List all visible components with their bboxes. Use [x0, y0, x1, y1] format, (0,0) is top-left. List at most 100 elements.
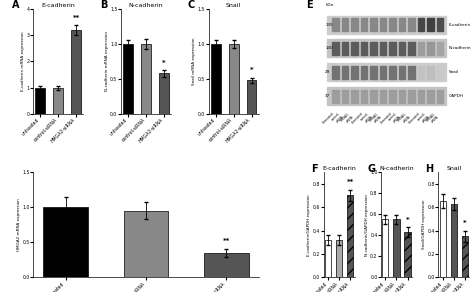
Bar — [351, 18, 358, 31]
Bar — [462, 237, 468, 277]
Text: HMGA2-
siRNA: HMGA2- siRNA — [426, 111, 440, 126]
Bar — [428, 42, 434, 55]
Text: H: H — [425, 164, 433, 174]
Bar — [342, 66, 348, 79]
Text: HMGA2-
siRNA: HMGA2- siRNA — [397, 111, 411, 126]
Bar — [451, 204, 457, 277]
Title: Snail: Snail — [226, 3, 241, 8]
Title: E-cadherin: E-cadherin — [322, 166, 356, 171]
Bar — [44, 207, 88, 277]
Bar — [399, 90, 405, 103]
Bar — [383, 220, 389, 277]
Text: **: ** — [223, 238, 230, 244]
Y-axis label: E-cadherin mRNA expression: E-cadherin mRNA expression — [21, 32, 25, 91]
Bar — [418, 42, 424, 55]
Bar — [342, 90, 348, 103]
Text: F: F — [311, 164, 317, 174]
Bar — [123, 44, 133, 114]
Bar — [204, 253, 248, 277]
Text: control-
siRNA: control- siRNA — [417, 111, 430, 125]
Bar — [380, 90, 386, 103]
Bar — [36, 88, 46, 114]
Title: E-cadherin: E-cadherin — [41, 3, 75, 8]
Bar — [437, 66, 443, 79]
Title: Snail: Snail — [446, 166, 461, 171]
Text: Untreated: Untreated — [351, 111, 364, 124]
Bar — [351, 90, 358, 103]
Bar — [437, 90, 443, 103]
Text: *: * — [250, 67, 254, 73]
Bar — [370, 42, 377, 55]
Bar — [380, 18, 386, 31]
Text: C: C — [188, 0, 195, 10]
Text: *: * — [406, 217, 410, 223]
Bar — [370, 90, 377, 103]
Y-axis label: N-cadherin mRNA expression: N-cadherin mRNA expression — [105, 32, 109, 91]
Bar — [408, 66, 415, 79]
Bar — [211, 44, 221, 114]
Bar — [54, 88, 63, 114]
Text: 135: 135 — [325, 22, 333, 27]
Bar — [351, 66, 358, 79]
Bar — [361, 90, 367, 103]
Text: B: B — [100, 0, 107, 10]
Bar — [428, 18, 434, 31]
Text: E-cadherin: E-cadherin — [449, 22, 471, 27]
Text: 29: 29 — [325, 70, 330, 74]
Bar — [159, 73, 169, 114]
Text: HMGA2-
siRNA: HMGA2- siRNA — [368, 111, 383, 126]
Bar — [380, 42, 386, 55]
Y-axis label: Snail/GAPDH expression: Snail/GAPDH expression — [422, 200, 426, 249]
Bar — [408, 90, 415, 103]
Bar — [418, 66, 424, 79]
Title: N-cadherin: N-cadherin — [128, 3, 163, 8]
Bar — [418, 90, 424, 103]
Bar — [332, 66, 338, 79]
Bar — [229, 44, 238, 114]
Bar — [437, 42, 443, 55]
Bar — [418, 18, 424, 31]
Text: E: E — [306, 0, 313, 10]
Title: N-cadherin: N-cadherin — [379, 166, 414, 171]
Y-axis label: Snail mRNA expression: Snail mRNA expression — [192, 38, 196, 85]
Text: G: G — [368, 164, 376, 174]
Bar — [380, 66, 386, 79]
Bar — [428, 90, 434, 103]
Bar — [404, 232, 410, 277]
Text: 140: 140 — [325, 46, 333, 50]
Bar — [351, 42, 358, 55]
Bar — [141, 44, 151, 114]
Text: **: ** — [73, 15, 80, 21]
Bar — [361, 18, 367, 31]
Bar — [246, 80, 256, 114]
Text: control-
siRNA: control- siRNA — [331, 111, 345, 125]
Bar — [327, 39, 446, 57]
Text: control-
siRNA: control- siRNA — [359, 111, 374, 125]
Text: Untreated: Untreated — [379, 111, 392, 124]
Bar — [327, 87, 446, 105]
Bar — [408, 18, 415, 31]
Bar — [408, 42, 415, 55]
Bar — [389, 42, 396, 55]
Bar — [361, 66, 367, 79]
Bar — [393, 220, 400, 277]
Y-axis label: N-cadherin/GAPDH expression: N-cadherin/GAPDH expression — [365, 194, 369, 256]
Bar — [327, 63, 446, 81]
Text: kDa: kDa — [325, 3, 333, 7]
Bar — [399, 42, 405, 55]
Bar — [399, 66, 405, 79]
Bar — [332, 42, 338, 55]
Text: A: A — [12, 0, 19, 10]
Text: **: ** — [346, 179, 354, 185]
Text: Snail: Snail — [449, 70, 459, 74]
Text: HMGA2-
siRNA: HMGA2- siRNA — [340, 111, 355, 126]
Bar — [428, 66, 434, 79]
Text: *: * — [463, 220, 466, 226]
Bar — [327, 15, 446, 34]
Text: *: * — [162, 60, 165, 66]
Text: Untreated: Untreated — [408, 111, 421, 124]
Y-axis label: E-cadherin/GAPDH expression: E-cadherin/GAPDH expression — [308, 194, 311, 256]
Text: Untreated: Untreated — [322, 111, 336, 124]
Bar — [389, 90, 396, 103]
Bar — [399, 18, 405, 31]
